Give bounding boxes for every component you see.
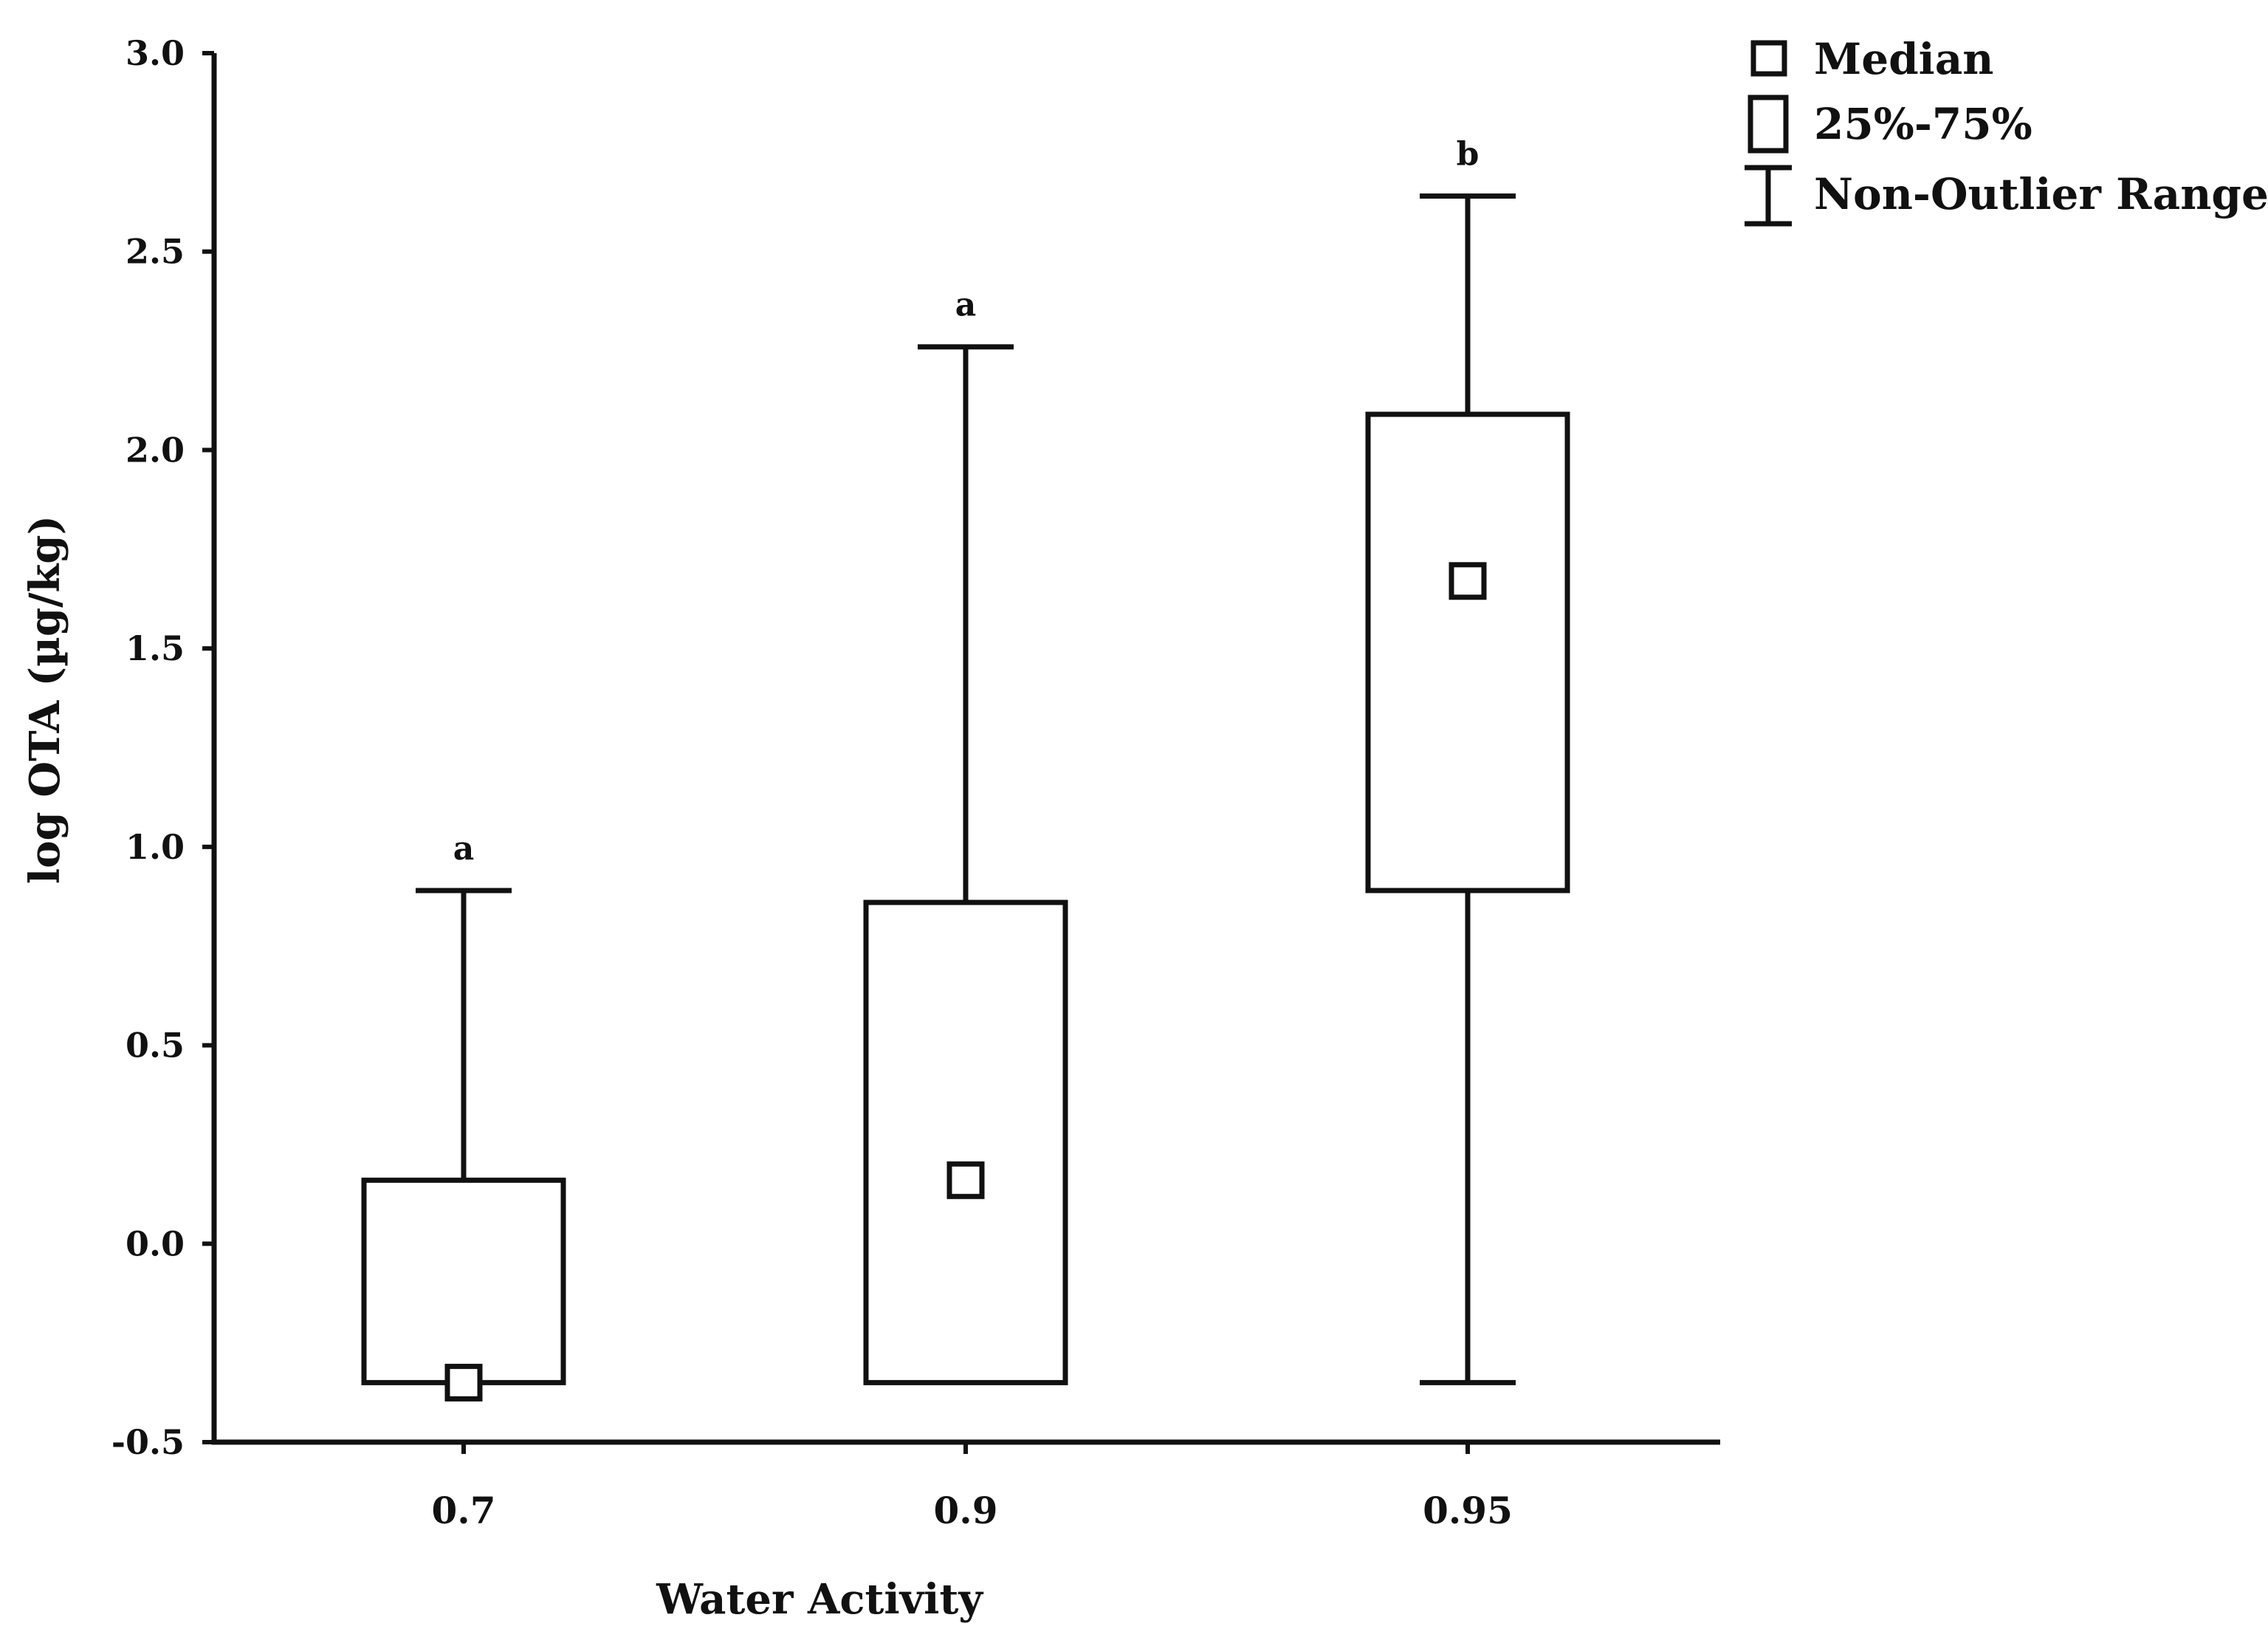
legend-item-whisker: Non-Outlier Range [1745,165,2268,227]
iqr-box [361,1177,566,1385]
x-tick-label: 0.7 [432,1489,496,1532]
x-axis-title: Water Activity [656,1575,983,1624]
median-marker [444,1363,483,1402]
iqr-box [863,899,1068,1385]
median-marker [946,1161,985,1199]
significance-label: a [955,287,977,324]
y-tick-label: 3.0 [126,33,185,73]
boxes: a a b [361,135,1570,1402]
axes: 3.0 2.5 2.0 1.5 1.0 0.5 0.0 -0.5 0.7 0.9 0.95 Water… [21,33,1720,1624]
box-group-0.9: a [863,287,1068,1385]
iqr-box [1365,411,1570,893]
legend-label: 25%-75% [1814,99,2032,149]
legend-item-box: 25%-75% [1748,95,2032,154]
median-marker [1449,562,1487,600]
legend: Median 25%-75% Non-Outlier Range [1745,34,2268,227]
y-tick-label: 1.0 [126,827,185,867]
legend-median-symbol [1750,40,1787,77]
legend-box-symbol [1748,95,1789,154]
y-axis-title: log OTA (µg/kg) [21,515,69,884]
x-tick-label: 0.9 [934,1489,998,1532]
y-tick-label: 0.0 [126,1224,185,1263]
y-tick-label: 2.5 [126,232,185,272]
box-group-0.95: b [1365,135,1570,1385]
legend-label: Non-Outlier Range [1814,169,2268,219]
box-group-0.7: a [361,830,566,1402]
y-tick-label: 0.5 [126,1026,185,1066]
y-tick-label: -0.5 [111,1422,185,1462]
y-tick-label: 2.0 [126,430,185,470]
x-tick-label: 0.95 [1423,1489,1513,1532]
y-tick-label: 1.5 [126,628,185,668]
significance-label: a [453,830,475,868]
significance-label: b [1457,135,1480,173]
legend-item-median: Median [1750,34,1993,84]
legend-label: Median [1814,34,1993,84]
